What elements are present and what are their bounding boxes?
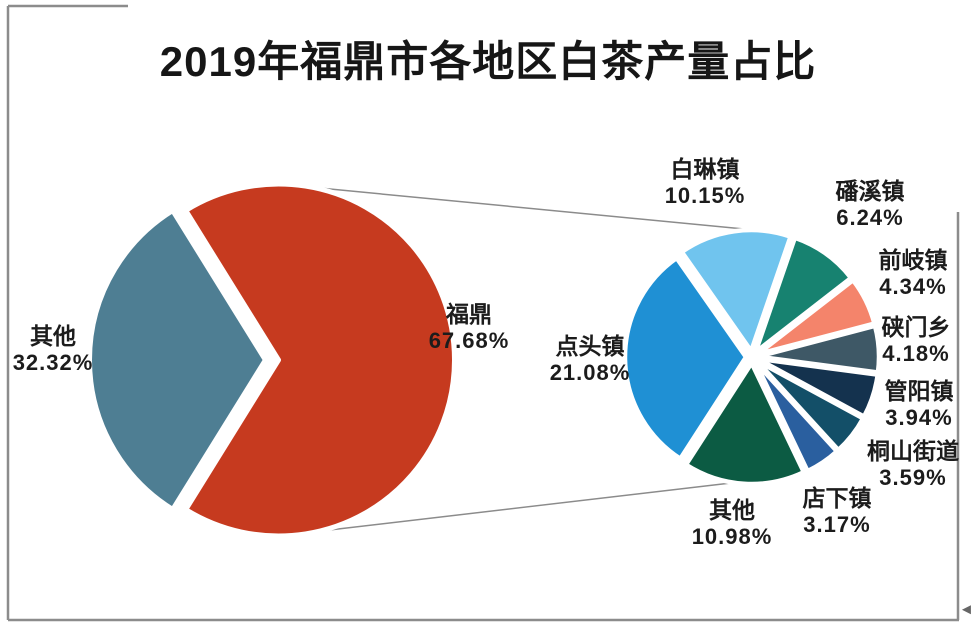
slice-name: 点头镇 [555,333,625,359]
pie-slice-点头镇 [622,255,749,462]
pie-slice-福鼎 [183,181,458,539]
slice-pct: 67.68% [428,328,510,354]
label-qita-primary: 其他 32.32% [2,322,104,377]
pie-slice-白琳镇 [679,227,793,354]
slice-pct: 4.34% [879,274,947,300]
slice-pct: 32.32% [12,350,94,376]
secondary-pie [622,227,882,487]
label-panxizhen: 磻溪镇 6.24% [826,177,914,232]
slice-name: 白琳镇 [670,156,740,182]
label-diantouzhen: 点头镇 21.08% [544,332,636,387]
label-dianxiazhen: 店下镇 3.17% [789,484,885,539]
slice-pct: 21.08% [549,360,631,386]
pie-slice-硖门乡 [755,323,882,375]
label-qianqizhen: 前岐镇 4.34% [870,246,956,301]
slice-name: 前岐镇 [878,247,948,273]
slice-pct: 10.15% [664,183,746,209]
slice-pct: 4.18% [882,341,950,367]
pie-slice-前岐镇 [755,277,877,357]
primary-pie [87,181,458,539]
connector-line-bottom [277,480,749,537]
label-guanyangzhen: 管阳镇 3.94% [877,377,961,432]
slice-pct: 3.17% [803,512,871,538]
slice-pct: 3.59% [879,465,947,491]
label-tongshanjiedao: 桐山街道 3.59% [856,437,970,492]
slice-name: 福鼎 [446,301,492,327]
slice-name: 店下镇 [802,485,872,511]
label-bailinzhen: 白琳镇 10.15% [658,155,752,210]
slice-name: 桐山街道 [867,438,959,464]
slice-name: 管阳镇 [884,378,954,404]
slice-name: 磻溪镇 [835,178,905,204]
connector-line-top [277,183,745,230]
slice-name: 硖门乡 [881,314,951,340]
pie-slice-其他 [87,207,268,513]
slice-pct: 3.94% [885,405,953,431]
pie-slice-其他 [683,360,807,487]
corner-arrow-icon: ◄ [959,601,974,618]
chart-title: 2019年福鼎市各地区白茶产量占比 [159,38,817,85]
slice-name: 其他 [709,497,755,523]
pie-slice-店下镇 [753,359,840,474]
slice-name: 其他 [30,323,76,349]
slice-pct: 6.24% [836,205,904,231]
pie-slice-磻溪镇 [753,235,854,355]
label-fuding: 福鼎 67.68% [421,300,517,355]
slice-pct: 10.98% [691,524,773,550]
label-xiamenxiang: 硖门乡 4.18% [874,313,958,368]
label-qita-secondary: 其他 10.98% [685,496,779,551]
